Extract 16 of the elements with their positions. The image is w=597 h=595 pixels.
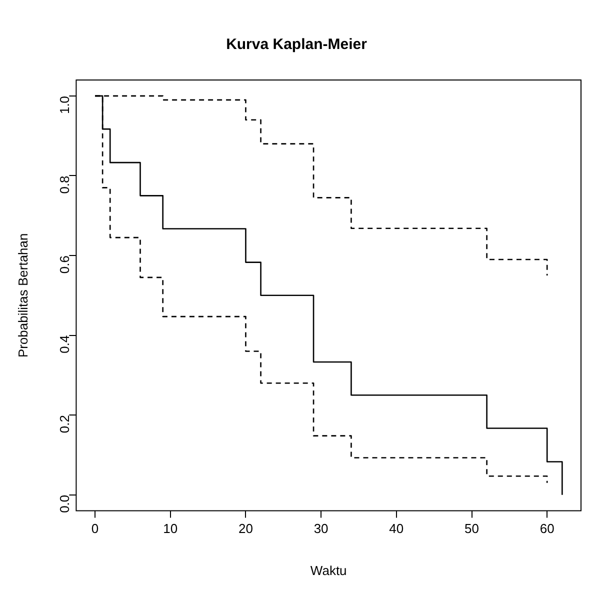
chart-title: Kurva Kaplan-Meier bbox=[226, 36, 368, 54]
y-tick-label: 0.4 bbox=[56, 335, 72, 354]
y-tick-label: 0.6 bbox=[56, 256, 72, 274]
y-tick-label: 0.0 bbox=[56, 494, 72, 513]
x-tick-label: 10 bbox=[163, 521, 178, 536]
x-tick-label: 60 bbox=[540, 521, 554, 536]
x-tick-label: 50 bbox=[464, 521, 479, 536]
y-tick-label: 0.2 bbox=[56, 415, 72, 434]
x-tick-label: 40 bbox=[389, 521, 404, 536]
x-tick-label: 30 bbox=[314, 521, 328, 536]
x-axis-title: Waktu bbox=[310, 562, 347, 578]
x-tick-label: 20 bbox=[238, 521, 253, 536]
y-tick-label: 1.0 bbox=[56, 96, 72, 114]
y-tick-label: 0.8 bbox=[56, 176, 72, 194]
y-axis-title: Probabilitas Bertahan bbox=[15, 233, 30, 358]
x-tick-label: 0 bbox=[91, 521, 99, 536]
